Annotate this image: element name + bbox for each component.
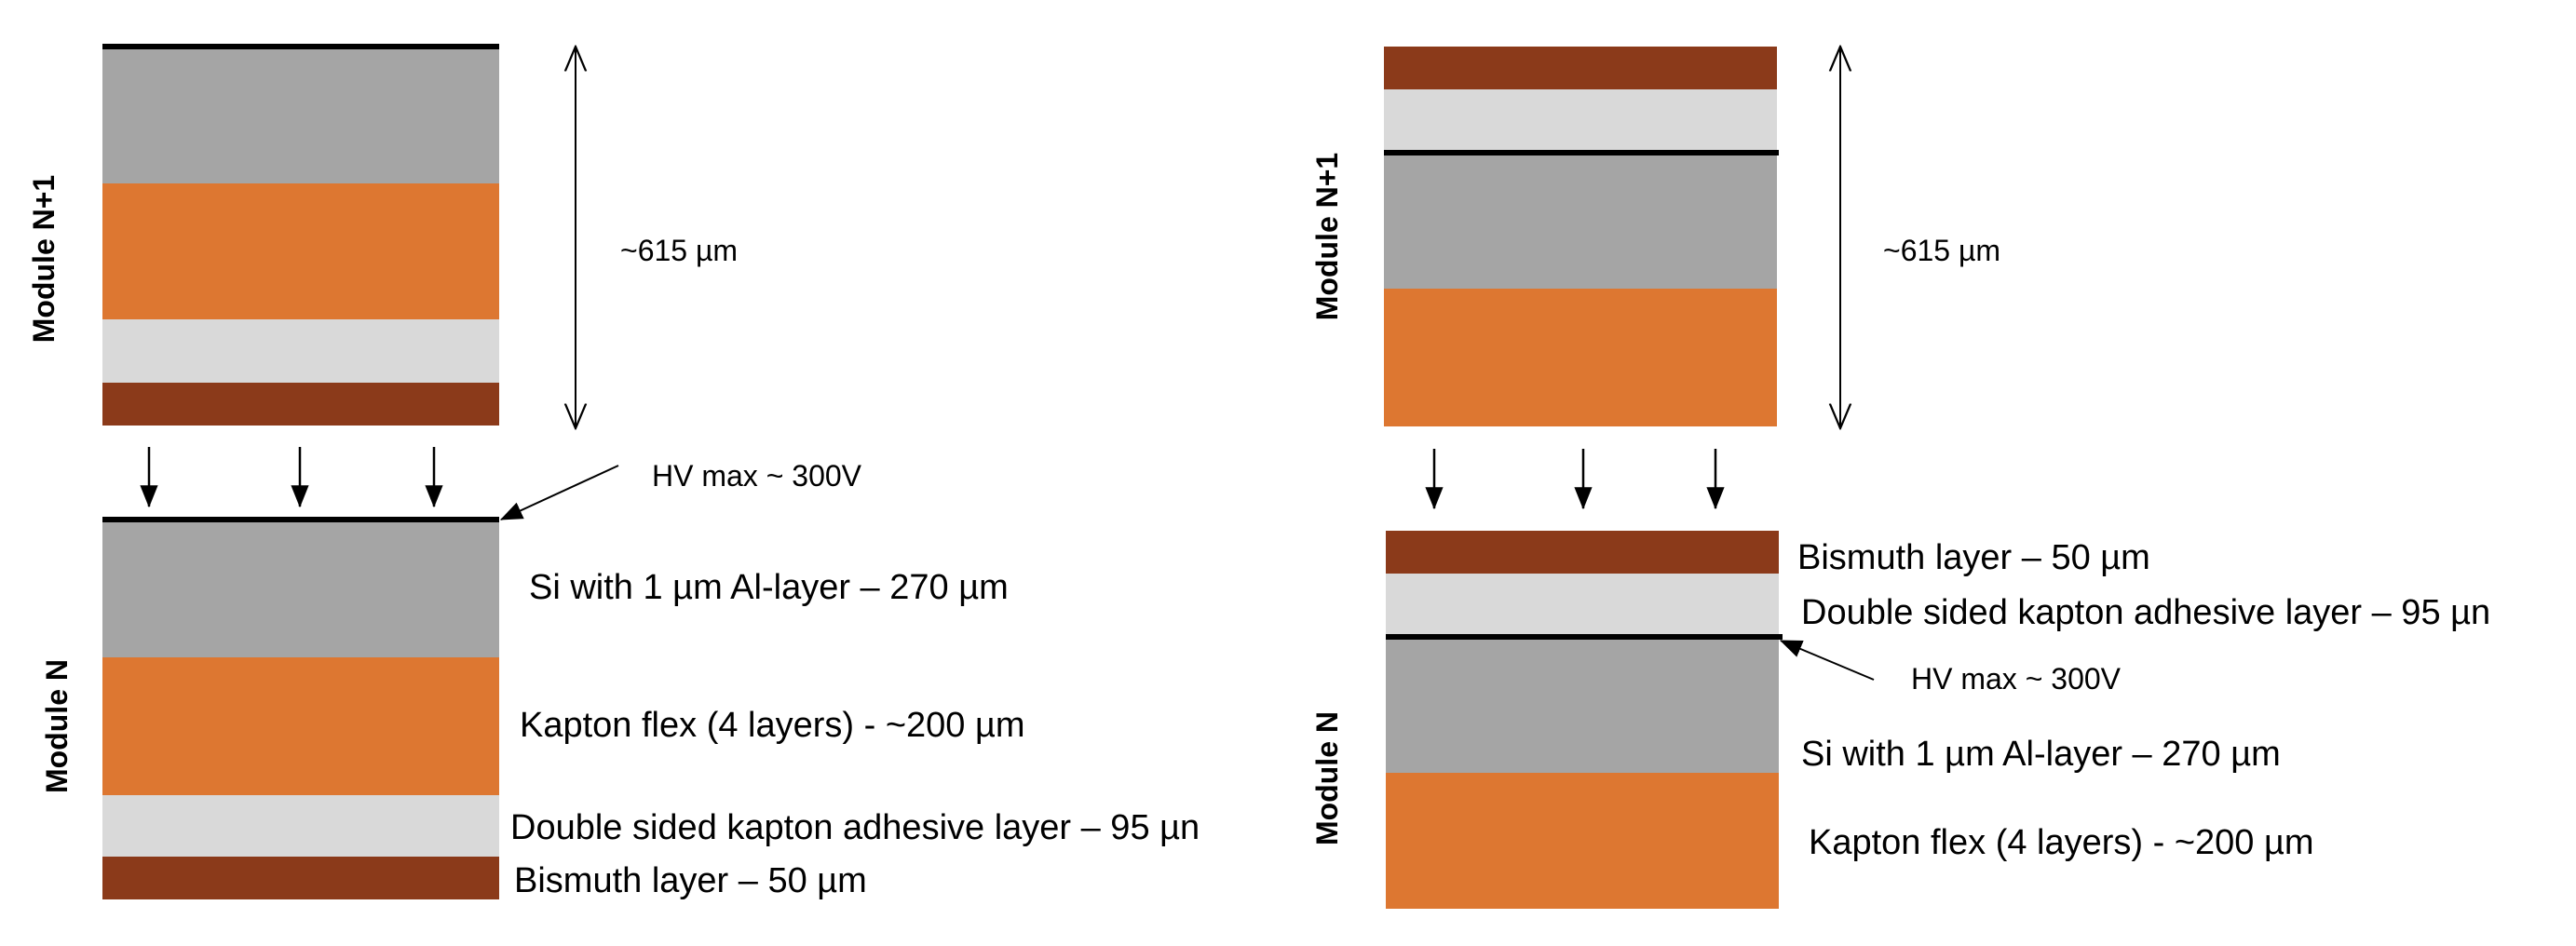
left-n1-silicon-layer: [102, 47, 499, 183]
right-n1-bismuth-layer: [1384, 47, 1777, 89]
right-adhesive-layer-label: Double sided kapton adhesive layer – 95 …: [1801, 593, 2490, 632]
right-thickness-label: ~615 µm: [1883, 234, 2000, 267]
left-bismuth-layer-label: Bismuth layer – 50 µm: [514, 861, 867, 900]
left-n1-bismuth-layer: [102, 383, 499, 426]
right-hv-label: HV max ~ 300V: [1911, 662, 2122, 696]
left-kapton-layer-label: Kapton flex (4 layers) - ~200 µm: [520, 706, 1025, 745]
left-module-n1-label: Module N+1: [27, 175, 61, 343]
left-adhesive-layer-label: Double sided kapton adhesive layer – 95 …: [510, 808, 1200, 847]
right-n1-adhesive-layer: [1384, 89, 1777, 153]
left-si-layer-label: Si with 1 µm Al-layer – 270 µm: [529, 568, 1009, 607]
left-n1-adhesive-layer: [102, 319, 499, 383]
left-hv-label: HV max ~ 300V: [652, 459, 862, 493]
left-hv-pointer-arrow: [499, 465, 619, 520]
left-panel: Module N+1 ~615 µm HV max ~ 300V Module …: [27, 44, 1200, 900]
left-n-silicon-layer: [102, 520, 499, 657]
right-panel: Module N+1 ~615 µm Module N HV max ~ 300…: [1310, 47, 2490, 909]
right-kapton-layer-label: Kapton flex (4 layers) - ~200 µm: [1809, 823, 2314, 862]
right-n-adhesive-layer: [1386, 574, 1779, 637]
right-n1-silicon-layer: [1384, 153, 1777, 289]
right-n-bismuth-layer: [1386, 531, 1779, 574]
left-thickness-label: ~615 µm: [620, 234, 738, 267]
right-n-kapton-layer: [1386, 773, 1779, 909]
right-module-n1-stack: [1384, 47, 1779, 426]
right-hv-pointer-arrow: [1779, 640, 1875, 681]
right-bismuth-layer-label: Bismuth layer – 50 µm: [1797, 538, 2150, 577]
right-n1-kapton-layer: [1384, 289, 1777, 426]
left-n-bismuth-layer: [102, 857, 499, 899]
right-module-n-stack: [1386, 531, 1783, 909]
right-n-silicon-layer: [1386, 637, 1779, 773]
right-si-layer-label: Si with 1 µm Al-layer – 270 µm: [1801, 735, 2281, 774]
left-n-kapton-layer: [102, 657, 499, 795]
left-n-adhesive-layer: [102, 795, 499, 857]
left-module-n-stack: [102, 517, 499, 899]
left-module-n1-stack: [102, 44, 499, 426]
left-n1-kapton-layer: [102, 183, 499, 319]
left-module-n-label: Module N: [40, 659, 74, 793]
right-module-n1-label: Module N+1: [1310, 153, 1344, 320]
right-module-n-label: Module N: [1310, 711, 1344, 845]
